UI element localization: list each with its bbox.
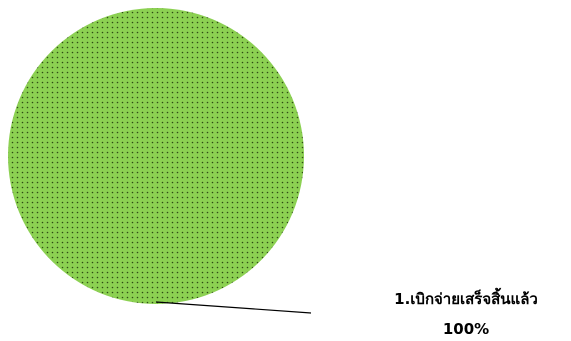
pie-slice xyxy=(8,8,304,304)
slice-label: 1.เบิกจ่ายเสร็จสิ้นแล้ว xyxy=(394,287,538,308)
leader-line xyxy=(155,301,312,314)
slice-value-label: 100% xyxy=(443,320,489,338)
pie-slices xyxy=(8,8,304,304)
